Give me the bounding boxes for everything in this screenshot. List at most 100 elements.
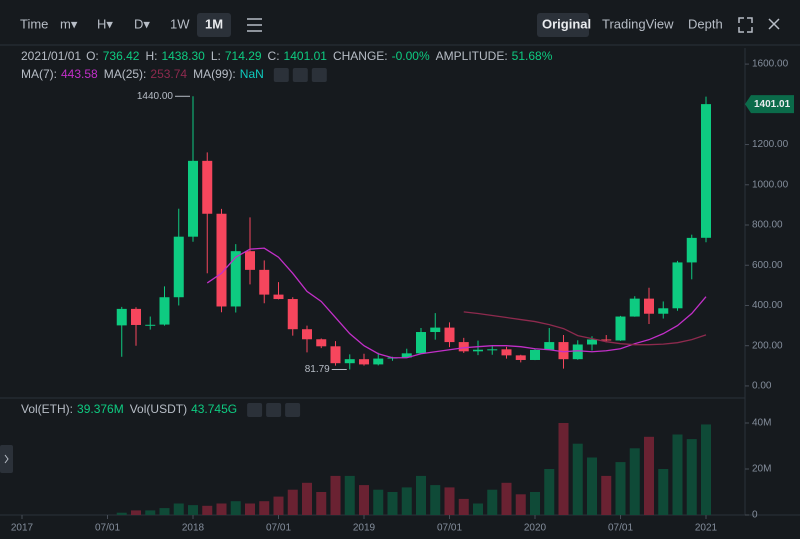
header-value: 51.68%: [512, 49, 553, 63]
header-value: 736.42: [103, 49, 140, 63]
volume-bar: [572, 443, 583, 515]
x-tick-label: 2018: [182, 523, 205, 534]
fullscreen-icon[interactable]: [738, 17, 753, 33]
interval-button[interactable]: H▾: [97, 16, 113, 31]
volume-bar: [473, 503, 483, 515]
candle-body: [202, 160, 213, 214]
vol-value: 43.745G: [191, 402, 237, 416]
volume-bar: [273, 496, 284, 515]
candle-body: [572, 344, 583, 360]
side-toggle-arrow: [4, 454, 9, 464]
candle-body: [216, 213, 227, 307]
volume-bar: [629, 448, 640, 515]
y-tick-label: 600.00: [752, 260, 783, 271]
interval-button[interactable]: Time: [20, 16, 48, 31]
interval-button[interactable]: D▾: [134, 16, 150, 31]
candle-body: [273, 294, 284, 300]
volume-bar: [359, 485, 369, 515]
candle-body: [444, 327, 455, 343]
candle-body: [131, 308, 141, 325]
ma-tool-icon[interactable]: [292, 68, 308, 82]
ma-label: MA(7):: [21, 67, 57, 81]
candle-body: [230, 251, 241, 307]
header-label: L:: [211, 49, 221, 63]
vol-label: Vol(USDT): [130, 402, 187, 416]
volume-bar: [330, 475, 341, 515]
volume-bar: [287, 489, 298, 515]
settings-icon[interactable]: [247, 18, 262, 32]
candle-body: [302, 329, 312, 340]
interval-button[interactable]: 1M: [205, 16, 223, 31]
candle-body: [501, 349, 512, 356]
volume-bar: [615, 462, 626, 515]
x-tick-label: 07/01: [266, 523, 291, 534]
volume-bar: [159, 508, 170, 515]
volume-bar: [302, 482, 312, 515]
header-label: O:: [86, 49, 99, 63]
volume-bar: [458, 498, 469, 515]
ma-label: MA(99):: [193, 67, 236, 81]
candle-body: [515, 355, 526, 360]
price-tag-label: 1401.01: [754, 99, 791, 110]
interval-button[interactable]: m▾: [60, 16, 78, 31]
candle-body: [644, 298, 654, 314]
candle-body: [686, 237, 697, 263]
volume-bar: [672, 434, 683, 515]
volume-bar: [373, 489, 384, 515]
header-label: CHANGE:: [333, 49, 388, 63]
y-tick-label: 200.00: [752, 340, 783, 351]
ma-tool-icon[interactable]: [311, 68, 327, 82]
volume-bar: [145, 510, 156, 515]
volume-bar: [530, 492, 540, 515]
candle-body: [558, 342, 569, 360]
y-tick-label: 1200.00: [752, 139, 789, 150]
view-button[interactable]: Depth: [688, 16, 723, 31]
y-tick-label: 800.00: [752, 220, 783, 231]
min-label: 81.79: [305, 364, 330, 375]
candle-body: [416, 332, 426, 354]
candle-body: [245, 251, 255, 270]
x-tick-label: 2020: [524, 523, 547, 534]
candle-body: [259, 269, 270, 295]
volume-bar: [116, 512, 127, 515]
ma25-line: [463, 311, 707, 346]
price-tag: [745, 95, 794, 114]
vol-tick-label: 0: [752, 510, 758, 521]
side-toggle[interactable]: [0, 445, 13, 473]
x-tick-label: 2019: [353, 523, 376, 534]
view-button[interactable]: TradingView: [602, 16, 674, 31]
view-button[interactable]: Original: [542, 16, 591, 31]
candle-body: [116, 308, 127, 326]
header-label: H:: [145, 49, 157, 63]
candle-body: [658, 308, 669, 314]
volume-bar: [487, 489, 498, 515]
vol-tool-icon[interactable]: [285, 403, 301, 417]
volume-bar: [202, 505, 213, 515]
volume-bar: [401, 487, 412, 515]
volume-bar: [344, 475, 355, 515]
header-value: -0.00%: [392, 49, 430, 63]
interval-button[interactable]: 1W: [170, 16, 190, 31]
volume-bar: [188, 505, 198, 515]
candle-body: [287, 299, 298, 330]
ma-value: NaN: [240, 67, 264, 81]
ma-tool-icon[interactable]: [273, 68, 289, 82]
candle-body: [458, 342, 469, 352]
vol-tick-label: 40M: [752, 418, 771, 429]
vol-tool-icon[interactable]: [266, 403, 282, 417]
volume-bar: [245, 503, 255, 515]
candle-body: [530, 349, 540, 360]
header-value: 1401.01: [284, 49, 328, 63]
y-tick-label: 1000.00: [752, 179, 789, 190]
x-tick-label: 2017: [11, 523, 34, 534]
x-tick-label: 07/01: [608, 523, 633, 534]
vol-tool-icon[interactable]: [247, 403, 263, 417]
close-icon[interactable]: [768, 18, 780, 30]
candle-body: [344, 359, 355, 364]
ma7-line: [206, 247, 707, 359]
volume-bar: [701, 424, 711, 515]
candle-body: [601, 339, 612, 341]
max-label: 1440.00: [137, 91, 174, 102]
volume-bar: [387, 492, 398, 515]
